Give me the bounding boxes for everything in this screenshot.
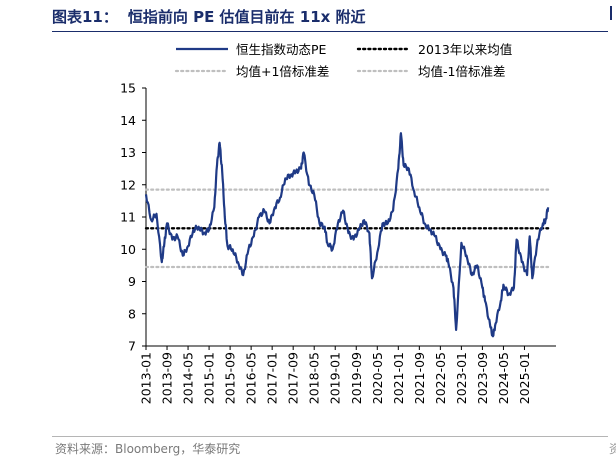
x-tick-label: 2023-09 [475,352,490,404]
title-divider [52,31,608,32]
y-tick-label: 10 [120,242,136,257]
y-tick-label: 13 [120,145,136,160]
x-tick-label: 2015-01 [202,352,217,404]
x-tick-label: 2014-05 [181,352,196,404]
x-tick-label: 2015-09 [223,352,238,404]
figure-title: 图表11： 恒指前向 PE 估值目前在 11x 附近 [52,6,366,28]
x-tick-label: 2023-01 [454,352,469,404]
legend-upper: 均值+1倍标准差 [174,64,329,79]
legend-pe: 恒生指数动态PE [176,42,327,57]
x-axis: 2013-01 2013-09 2014-05 2015-01 2015-09 2016-… [139,345,556,404]
x-tick-label: 2019-09 [349,352,364,404]
x-tick-label: 2019-01 [328,352,343,404]
x-tick-label: 2017-01 [265,352,280,404]
legend-mean: 2013年以来均值 [356,42,512,57]
x-tick-label: 2013-09 [160,352,175,404]
adjacent-page-edge [610,6,616,20]
y-tick-label: 9 [128,274,136,289]
x-tick-label: 2013-01 [139,352,154,404]
source-note: 资料来源：Bloomberg，华泰研究 [55,442,241,456]
y-tick-label: 12 [120,177,136,192]
legend-label: 均值+1倍标准差 [236,64,329,79]
legend-lower: 均值-1倍标准差 [356,64,505,79]
x-tick-label: 2016-05 [244,352,259,404]
y-axis: 7 8 9 10 11 12 13 14 15 [120,81,147,354]
y-tick-label: 14 [120,113,136,128]
x-tick-label: 2021-01 [391,352,406,404]
legend-label: 均值-1倍标准差 [418,64,505,79]
series-layer [144,132,550,338]
x-tick-label: 2024-05 [496,352,511,404]
y-tick-label: 7 [128,339,136,354]
legend-label: 恒生指数动态PE [236,42,327,57]
figure-caption: 恒指前向 PE 估值目前在 11x 附近 [127,8,366,26]
x-tick-label: 2022-05 [433,352,448,404]
figure-number: 图表11： [52,8,118,26]
x-tick-label: 2017-09 [286,352,301,404]
footer-divider [52,436,608,437]
pe-series-line [144,132,550,338]
x-tick-label: 2020-05 [370,352,385,404]
legend-label: 2013年以来均值 [418,42,512,57]
y-tick-label: 8 [128,306,136,321]
x-tick-label: 2021-09 [412,352,427,404]
reference-lines [144,188,550,269]
y-tick-label: 15 [120,81,136,96]
x-tick-label: 2025-01 [517,352,532,404]
x-tick-label: 2018-05 [307,352,322,404]
adjacent-page-fragment: 资 [609,442,616,456]
y-tick-label: 11 [120,210,136,225]
